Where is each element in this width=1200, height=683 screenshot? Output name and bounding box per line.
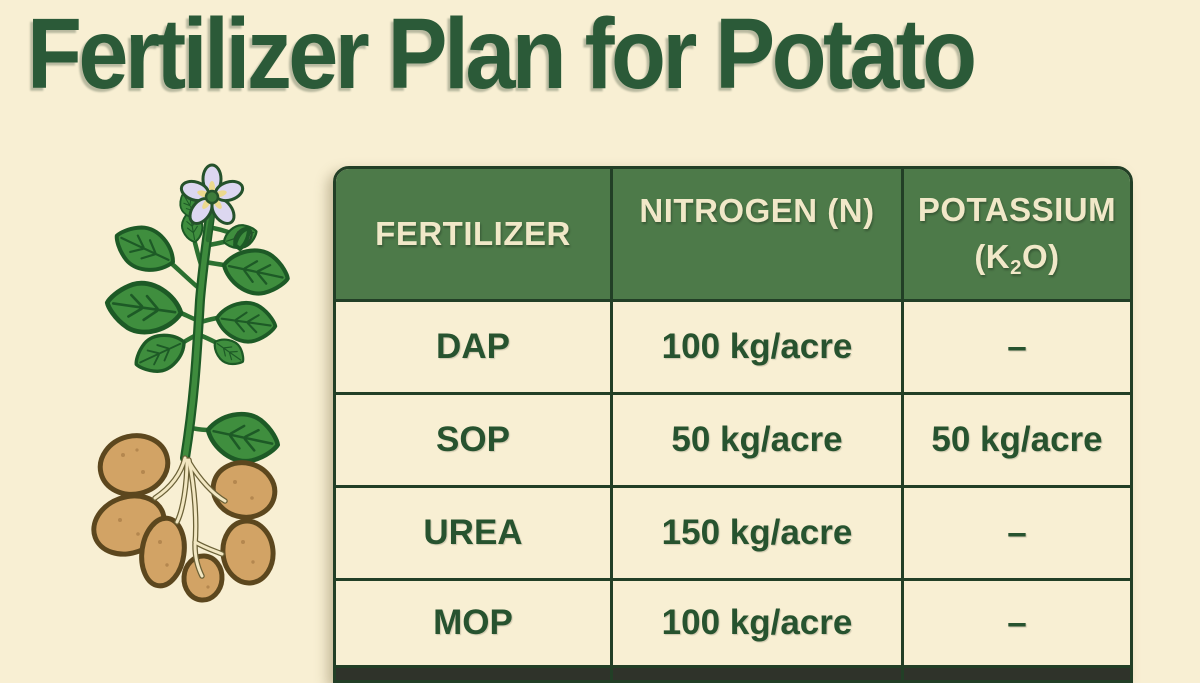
cell-urea-potassium: – — [904, 488, 1130, 581]
header-label: NITROGEN (N) — [639, 191, 875, 229]
potato-plant-illustration — [91, 163, 305, 603]
potato-tubers — [91, 433, 278, 603]
roots — [152, 455, 228, 579]
cell-dap-nitrogen: 100 kg/acre — [613, 302, 904, 395]
cell-mop-potassium: – — [904, 581, 1130, 668]
flower-bud — [233, 226, 253, 251]
cell-sop-nitrogen: 50 kg/acre — [613, 395, 904, 488]
table-footer-strip — [336, 668, 613, 680]
cell-urea-name: UREA — [336, 488, 613, 581]
header-label: FERTILIZER — [375, 214, 571, 252]
cell-dap-potassium: – — [904, 302, 1130, 395]
potato-flower — [179, 163, 245, 226]
cell-sop-name: SOP — [336, 395, 613, 488]
cell-dap-name: DAP — [336, 302, 613, 395]
cell-sop-potassium: 50 kg/acre — [904, 395, 1130, 488]
column-header-fertilizer: FERTILIZER — [336, 169, 613, 302]
fertilizer-table: FERTILIZER NITROGEN (N) POTASSIUM (K2O) … — [333, 166, 1133, 683]
potassium-formula: (K2O) — [974, 238, 1060, 279]
column-header-potassium: POTASSIUM (K2O) — [904, 169, 1130, 302]
column-header-nitrogen: NITROGEN (N) — [613, 169, 904, 302]
cell-mop-nitrogen: 100 kg/acre — [613, 581, 904, 668]
cell-urea-nitrogen: 150 kg/acre — [613, 488, 904, 581]
cell-mop-name: MOP — [336, 581, 613, 668]
table-footer-strip — [613, 668, 904, 680]
header-label: POTASSIUM — [917, 191, 1117, 229]
page-title: Fertilizer Plan for Potato — [27, 0, 977, 110]
table-footer-strip — [904, 668, 1130, 680]
